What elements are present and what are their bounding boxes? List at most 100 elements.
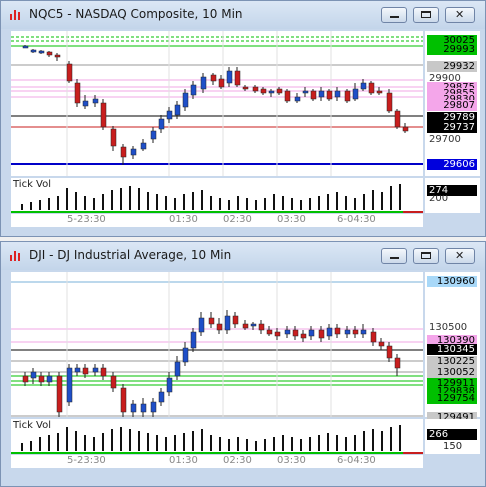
candle-body [218,78,225,88]
volume-axis: 266 150 [425,419,480,454]
price-label: 29900 [429,73,461,84]
chart-window-nasdaq[interactable]: NQC5 - NASDAQ Composite, 10 Min ✕ 30025 2… [0,0,486,237]
title-bar[interactable]: NQC5 - NASDAQ Composite, 10 Min ✕ [1,1,485,29]
volume-bar [66,427,68,451]
candle-body [242,86,249,90]
candle-body [92,367,99,373]
candle-body [274,331,281,337]
volume-plot[interactable]: Tick Vol [11,419,423,454]
candle-body [368,82,375,94]
price-label: 130500 [429,322,468,333]
volume-bar [264,439,266,451]
price-label: 130052 [427,367,477,378]
candle-body [190,84,197,96]
price-label: 29932 [427,61,477,72]
volume-bar [237,437,239,451]
volume-bar [327,194,329,210]
volume-bar [147,192,149,210]
volume-bar [327,433,329,451]
minimize-button[interactable] [381,248,407,264]
candle-body [22,45,29,49]
time-label: 6-04:30 [337,214,376,225]
candle-body [130,403,137,413]
volume-bar [156,194,158,210]
price-label: 29807 [427,100,477,111]
title-bar[interactable]: DJI - DJ Industrial Average, 10 Min ✕ [1,242,485,270]
candle-body [334,90,341,98]
chart-app-icon [9,249,22,262]
volume-bar [219,437,221,451]
volume-bar [75,431,77,451]
price-label: 29993 [427,44,477,55]
price-plot[interactable] [11,272,423,417]
candle-body [74,367,81,373]
volume-bars [11,184,423,213]
volume-bar [48,435,50,451]
volume-bar [246,439,248,451]
candle-body [110,128,117,147]
candle-body [284,329,291,335]
volume-bar [183,433,185,451]
candle-body [402,126,409,132]
candle-body [360,82,367,90]
candle-body [302,90,309,94]
candle-body [150,401,157,413]
volume-bar [300,200,302,210]
volume-bar [336,192,338,210]
volume-bar [129,429,131,451]
candle-body [30,371,37,379]
candle-body [100,102,107,128]
candle-body [326,327,333,337]
volume-bar [21,204,23,210]
price-label: 29830 [427,94,477,105]
candle-body [140,403,147,413]
volume-bar [210,196,212,210]
volume-label: Tick Vol [13,420,52,431]
candle-body [158,118,165,130]
window-title: DJI - DJ Industrial Average, 10 Min [29,248,232,262]
volume-bar [174,435,176,451]
volume-bar [147,433,149,451]
candle-body [344,90,351,102]
volume-bar [39,437,41,451]
volume-bar [165,196,167,210]
candle-body [308,329,315,337]
time-label: 03:30 [277,455,306,466]
close-icon: ✕ [455,249,465,262]
volume-bar [237,196,239,210]
candle-body [352,88,359,100]
price-label: 29700 [429,134,461,145]
volume-bar [390,427,392,451]
price-axis[interactable]: 130960 130500 130390 130345 130225 130052 1299… [425,272,480,443]
candle-body [190,331,197,349]
close-button[interactable]: ✕ [445,248,475,264]
price-label: 130390 [427,335,477,346]
volume-plot[interactable]: Tick Vol [11,178,423,213]
price-label: 129838 [427,386,477,397]
volume-bar [192,431,194,451]
candle-body [344,329,351,335]
candle-body [66,63,73,82]
maximize-button[interactable] [413,7,439,23]
volume-bar [318,435,320,451]
candle-body [82,367,89,375]
candle-body [318,329,325,339]
candle-body [250,323,257,327]
price-plot[interactable] [11,31,423,176]
volume-bar [300,439,302,451]
candle-body [378,341,385,347]
price-label: 29606 [427,159,477,170]
volume-bar [39,200,41,210]
candle-body [30,49,37,53]
volume-readout: 274 [427,185,477,196]
close-button[interactable]: ✕ [445,7,475,23]
volume-bar [264,198,266,210]
minimize-button[interactable] [381,7,407,23]
maximize-button[interactable] [413,248,439,264]
candle-body [216,323,223,331]
price-label: 130345 [427,344,477,355]
maximize-icon [421,252,431,259]
candle-body [394,110,401,128]
chart-window-dji[interactable]: DJI - DJ Industrial Average, 10 Min ✕ 13… [0,241,486,487]
